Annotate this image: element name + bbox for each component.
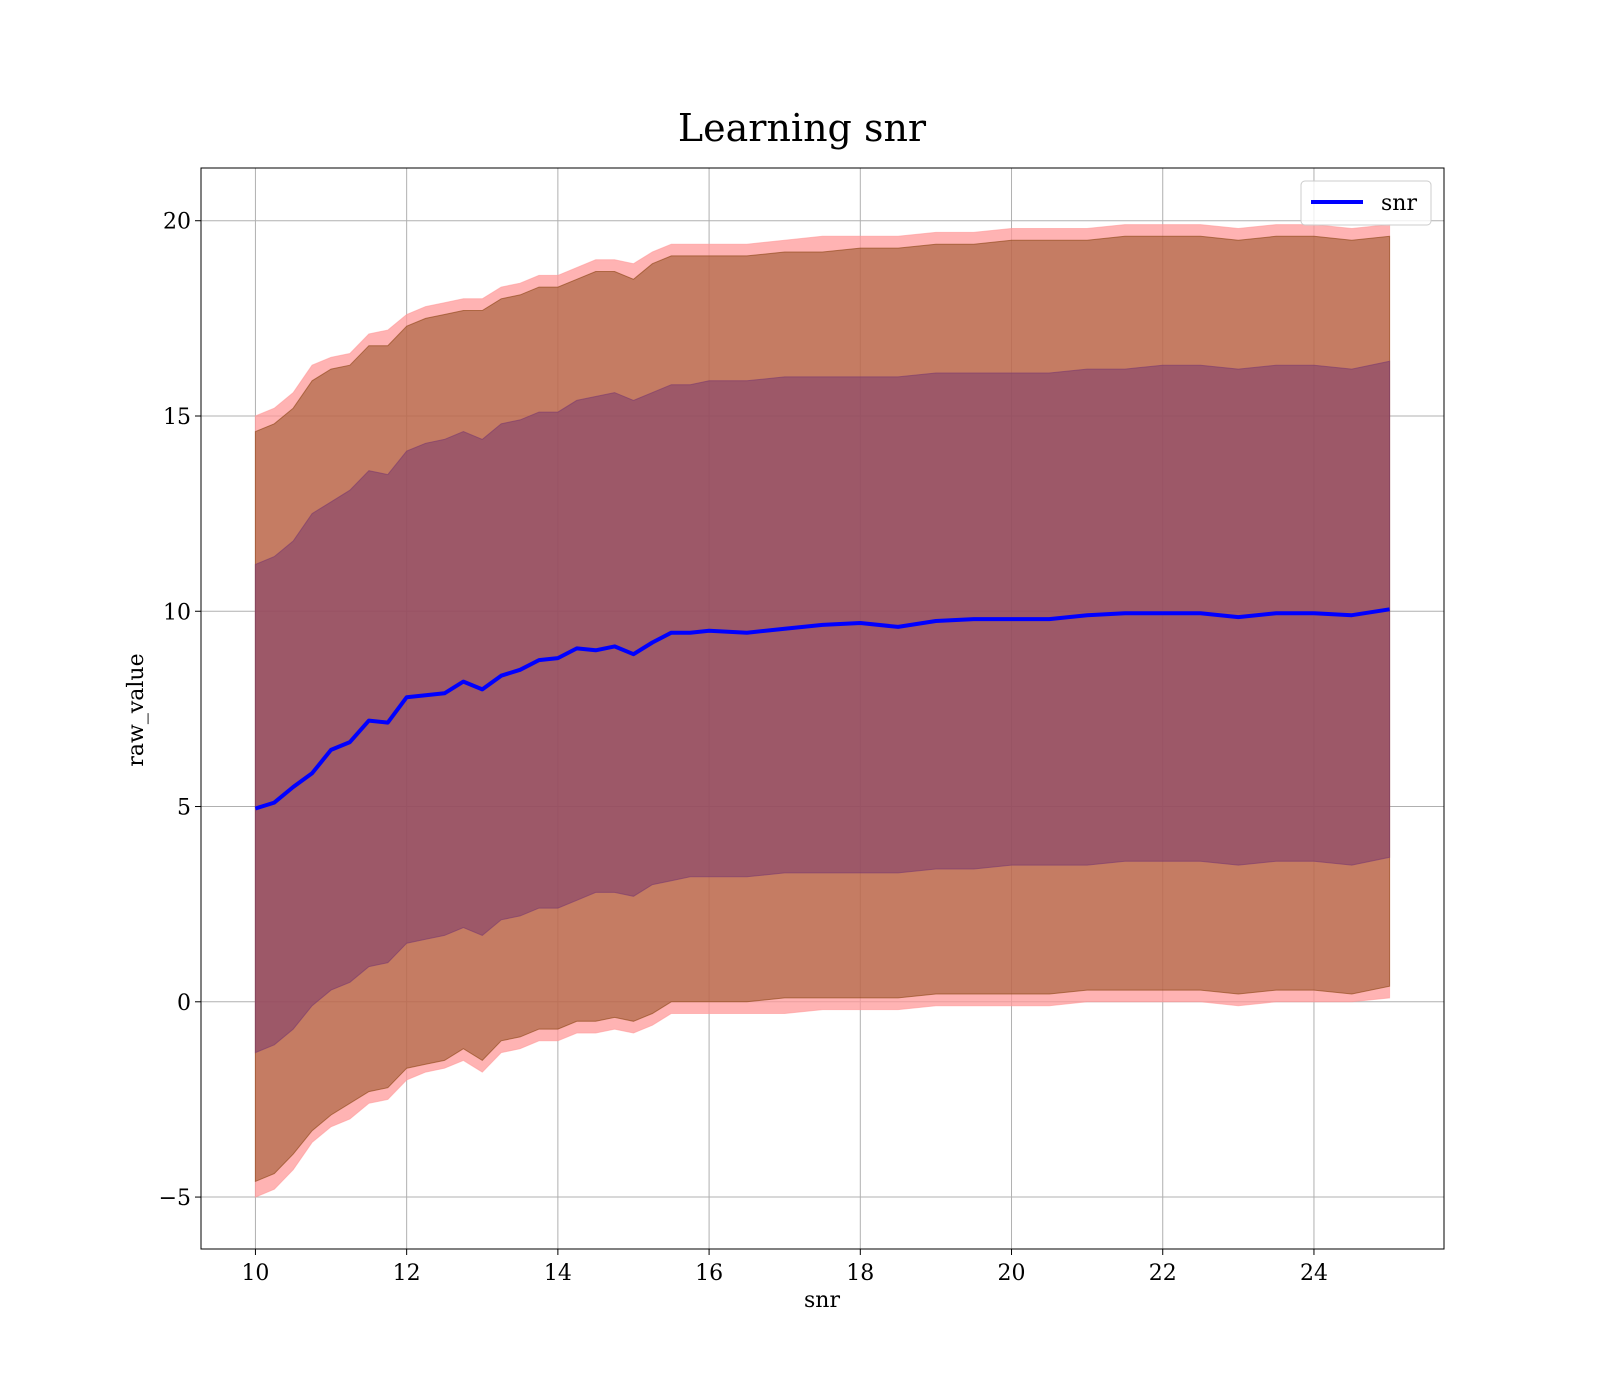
y-tick-label: 5	[177, 796, 191, 821]
band-inner	[254, 360, 1391, 1054]
x-axis-label: snr	[804, 1288, 840, 1313]
y-tick-label: 10	[163, 600, 191, 625]
y-tick-label: 15	[163, 405, 191, 430]
series-lines	[254, 607, 1390, 811]
plot-frame	[200, 167, 1445, 1250]
legend-box	[1300, 180, 1432, 226]
y-tick-label: −5	[159, 1186, 191, 1211]
y-axis-label: raw_value	[124, 653, 149, 766]
x-tick-label: 16	[695, 1261, 723, 1286]
legend: snr	[1300, 180, 1432, 226]
x-tick-label: 22	[1149, 1261, 1177, 1286]
x-tick-label: 14	[544, 1261, 572, 1286]
y-tick-label: 20	[163, 210, 191, 235]
legend-label-snr: snr	[1381, 191, 1417, 216]
y-axis-ticks: −5 0 5 10 15 20	[159, 210, 201, 1211]
x-tick-label: 18	[846, 1261, 874, 1286]
x-tick-label: 12	[393, 1261, 421, 1286]
x-tick-label: 20	[998, 1261, 1026, 1286]
chart-title: Learning snr	[678, 106, 927, 150]
series-line-snr	[254, 607, 1390, 811]
y-tick-label: 0	[177, 991, 191, 1016]
x-axis-ticks: 10 12 14 16 18 20 22 24	[241, 1249, 1328, 1286]
x-tick-label: 10	[241, 1261, 269, 1286]
x-tick-label: 24	[1300, 1261, 1328, 1286]
confidence-bands	[254, 224, 1391, 1198]
